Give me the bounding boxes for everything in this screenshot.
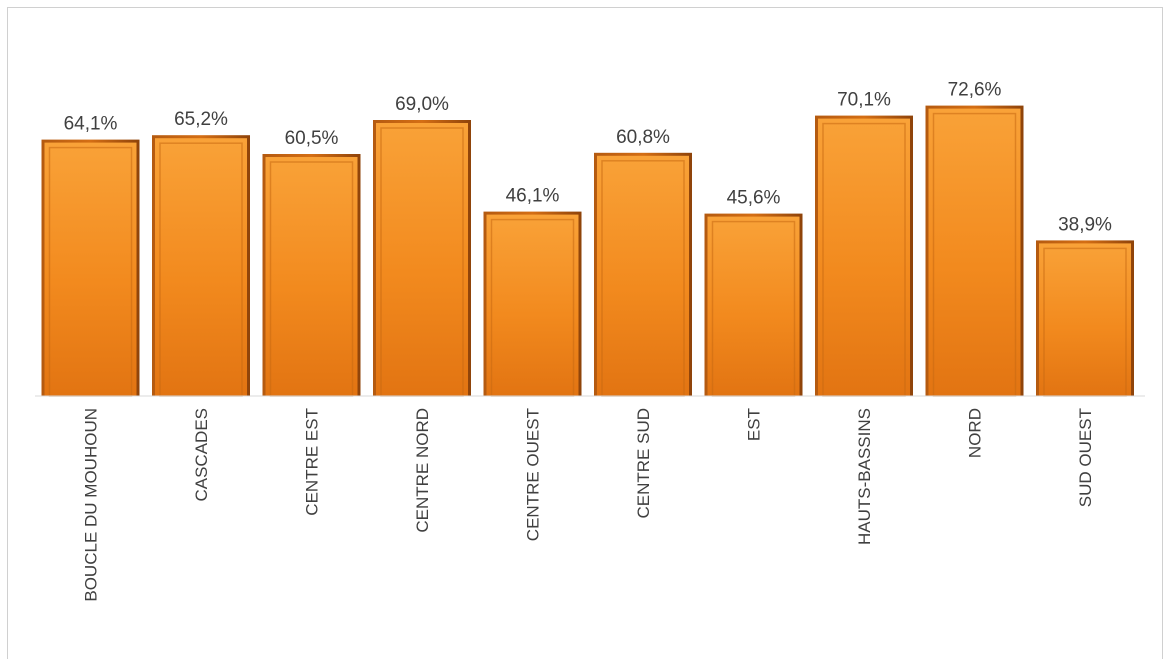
bar-face-3 <box>376 123 468 396</box>
data-label-3: 69,0% <box>395 94 449 115</box>
bar-face-5 <box>597 155 689 396</box>
category-label-8: NORD <box>966 408 985 458</box>
bar-face-2 <box>265 157 358 396</box>
bar-face-8 <box>928 108 1021 396</box>
category-label-1: CASCADES <box>192 408 211 502</box>
data-label-2: 60,5% <box>285 128 339 149</box>
bar-face-1 <box>155 138 247 396</box>
bar-face-9 <box>1039 243 1131 396</box>
category-label-6: EST <box>745 408 764 441</box>
category-label-2: CENTRE EST <box>303 408 322 516</box>
category-label-4: CENTRE OUEST <box>524 408 543 541</box>
data-label-1: 65,2% <box>174 109 228 130</box>
bar-face-4 <box>486 214 579 396</box>
data-label-5: 60,8% <box>616 127 670 148</box>
bar-face-0 <box>44 142 137 396</box>
category-label-7: HAUTS-BASSINS <box>855 408 874 545</box>
data-label-6: 45,6% <box>727 188 781 209</box>
category-label-9: SUD OUEST <box>1076 408 1095 507</box>
bar-face-7 <box>818 118 910 396</box>
bar-face-6 <box>707 216 800 396</box>
data-label-9: 38,9% <box>1058 214 1112 235</box>
data-label-4: 46,1% <box>506 186 560 207</box>
bars-layer <box>41 105 1134 397</box>
category-label-0: BOUCLE DU MOUHOUN <box>82 408 101 602</box>
data-label-7: 70,1% <box>837 90 891 111</box>
labels-layer: 64,1% BOUCLE DU MOUHOUN 65,2% CASCADES 60,5%… <box>64 80 1112 602</box>
data-label-8: 72,6% <box>948 80 1002 101</box>
category-label-3: CENTRE NORD <box>413 408 432 533</box>
category-label-5: CENTRE SUD <box>634 408 653 519</box>
data-label-0: 64,1% <box>64 114 118 135</box>
